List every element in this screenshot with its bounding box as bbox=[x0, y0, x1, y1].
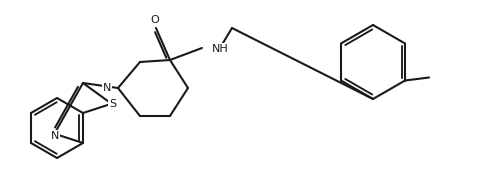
Text: N: N bbox=[103, 83, 111, 93]
Text: O: O bbox=[151, 15, 159, 25]
Text: NH: NH bbox=[212, 44, 229, 54]
Text: S: S bbox=[109, 99, 116, 109]
Text: N: N bbox=[51, 131, 60, 141]
